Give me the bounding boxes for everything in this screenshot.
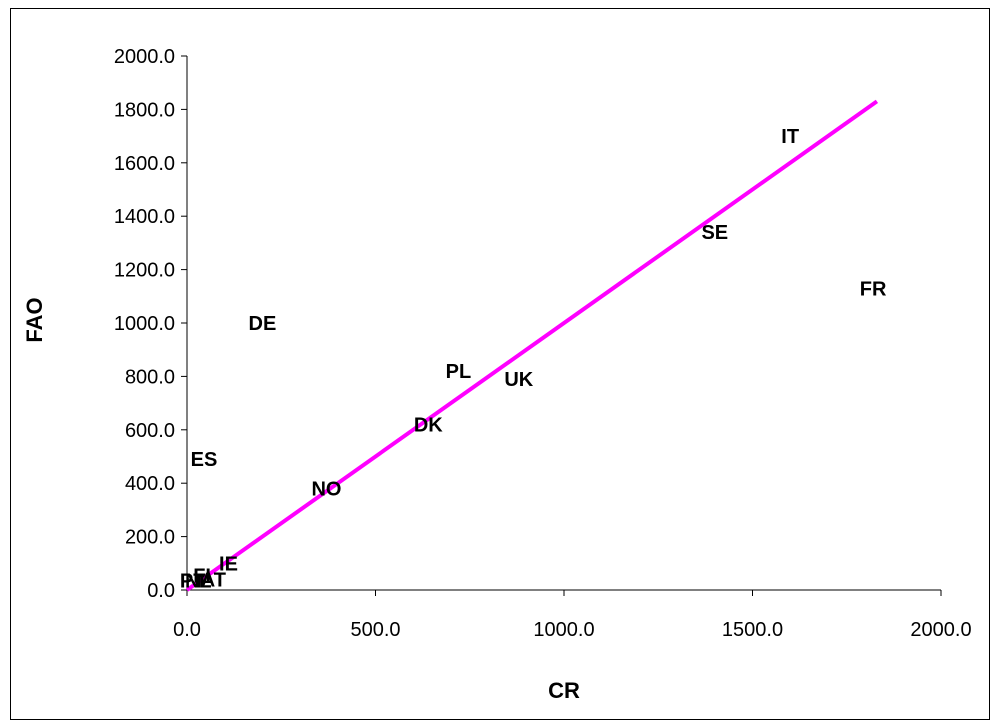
point-label-at: AT xyxy=(201,569,226,591)
x-tick-label: 2000.0 xyxy=(910,619,971,641)
point-label-dk: DK xyxy=(414,414,443,436)
y-tick-label: 600.0 xyxy=(125,420,175,442)
point-label-nl: NL xyxy=(185,571,212,593)
point-label-pl: PL xyxy=(446,361,472,383)
y-tick-label: 2000.0 xyxy=(114,46,175,68)
y-tick-label: 0.0 xyxy=(147,580,175,602)
chart-frame xyxy=(10,8,990,720)
y-tick-label: 1600.0 xyxy=(114,153,175,175)
x-axis-title: CR xyxy=(548,678,580,703)
point-label-se: SE xyxy=(701,222,728,244)
point-label-it: IT xyxy=(781,126,799,148)
y-tick-label: 400.0 xyxy=(125,473,175,495)
point-label-es: ES xyxy=(191,449,218,471)
x-tick-label: 0.0 xyxy=(173,619,201,641)
y-axis-title: FAO xyxy=(22,297,47,342)
x-tick-label: 500.0 xyxy=(350,619,400,641)
y-tick-label: 800.0 xyxy=(125,366,175,388)
y-tick-label: 1200.0 xyxy=(114,260,175,282)
y-tick-label: 1000.0 xyxy=(114,313,175,335)
x-tick-label: 1500.0 xyxy=(722,619,783,641)
trendline xyxy=(185,99,879,592)
trendline-group xyxy=(185,99,879,592)
point-label-fi: FI xyxy=(193,565,211,587)
x-tick-label: 1000.0 xyxy=(533,619,594,641)
point-label-no: NO xyxy=(311,479,341,501)
point-label-de: DE xyxy=(249,313,277,335)
point-label-pt: PT xyxy=(180,571,206,593)
y-tick-label: 200.0 xyxy=(125,527,175,549)
y-tick-label: 1400.0 xyxy=(114,206,175,228)
axes: 0.0 200.0 400.0 600.0 800.0 1000.0 1200.0 1400.… xyxy=(114,46,972,641)
point-label-ie: IE xyxy=(219,553,238,575)
y-tick-label: 1800.0 xyxy=(114,99,175,121)
point-label-uk: UK xyxy=(504,369,533,391)
point-label-fr: FR xyxy=(860,278,887,300)
